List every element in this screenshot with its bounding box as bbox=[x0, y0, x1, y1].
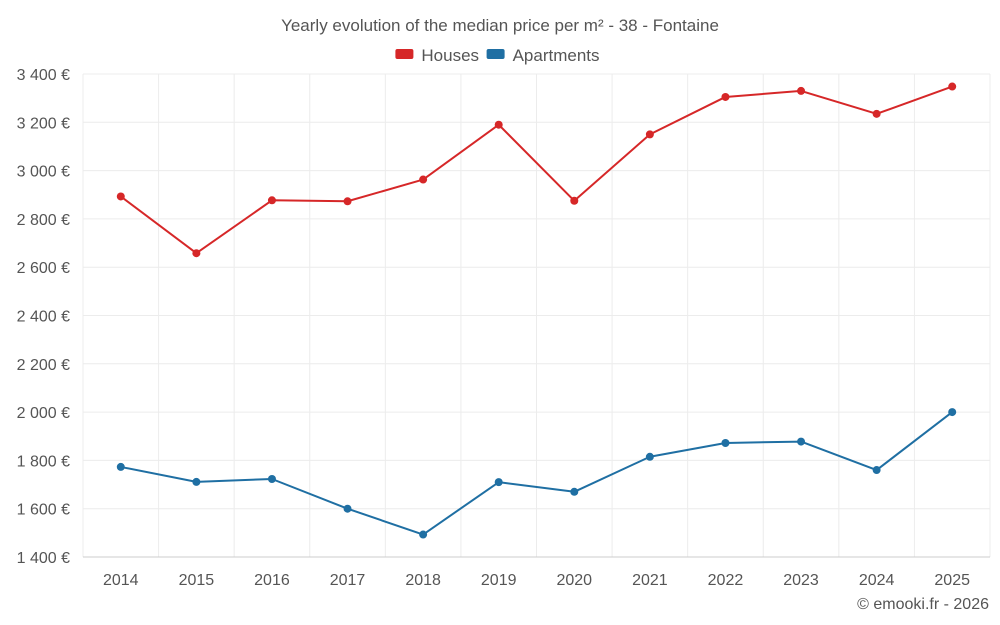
data-point-houses-2022[interactable] bbox=[721, 92, 730, 101]
y-tick-label: 3 200 € bbox=[17, 115, 70, 132]
y-tick-label: 1 400 € bbox=[17, 550, 70, 567]
data-point-apartments-2018[interactable] bbox=[419, 530, 428, 539]
series-apartments bbox=[116, 408, 957, 539]
x-tick-label: 2023 bbox=[783, 572, 819, 589]
y-tick-label: 3 000 € bbox=[17, 164, 70, 181]
legend: Houses Apartments bbox=[395, 46, 600, 65]
data-point-houses-2023[interactable] bbox=[797, 86, 806, 95]
x-tick-label: 2018 bbox=[405, 572, 441, 589]
data-point-apartments-2016[interactable] bbox=[267, 474, 276, 483]
series-line-houses bbox=[120, 85, 953, 255]
data-point-apartments-2020[interactable] bbox=[570, 487, 579, 496]
x-tick-label: 2022 bbox=[708, 572, 744, 589]
y-tick-label: 2 600 € bbox=[17, 260, 70, 277]
legend-label: Apartments bbox=[513, 46, 600, 65]
data-point-apartments-2014[interactable] bbox=[116, 462, 125, 471]
data-point-houses-2025[interactable] bbox=[948, 82, 957, 91]
x-tick-label: 2017 bbox=[330, 572, 366, 589]
data-point-apartments-2015[interactable] bbox=[192, 477, 201, 486]
data-point-apartments-2019[interactable] bbox=[494, 478, 503, 487]
y-tick-label: 3 400 € bbox=[17, 67, 70, 84]
y-tick-label: 2 000 € bbox=[17, 405, 70, 422]
data-point-apartments-2025[interactable] bbox=[948, 408, 957, 417]
data-point-houses-2020[interactable] bbox=[570, 196, 579, 205]
credit-text: © emooki.fr - 2026 bbox=[857, 596, 989, 613]
y-tick-label: 2 800 € bbox=[17, 212, 70, 229]
series-line-apartments bbox=[120, 411, 953, 536]
data-point-houses-2017[interactable] bbox=[343, 197, 352, 206]
legend-swatch bbox=[395, 49, 414, 59]
data-point-houses-2015[interactable] bbox=[192, 249, 201, 258]
data-point-houses-2014[interactable] bbox=[116, 192, 125, 201]
legend-item-houses[interactable]: Houses bbox=[395, 46, 479, 65]
y-tick-label: 2 400 € bbox=[17, 309, 70, 326]
x-tick-label: 2016 bbox=[254, 572, 290, 589]
data-point-houses-2016[interactable] bbox=[267, 196, 276, 205]
y-tick-label: 1 800 € bbox=[17, 453, 70, 470]
x-tick-label: 2015 bbox=[179, 572, 215, 589]
data-point-houses-2021[interactable] bbox=[645, 130, 654, 139]
chart-title: Yearly evolution of the median price per… bbox=[281, 16, 719, 35]
x-tick-label: 2019 bbox=[481, 572, 517, 589]
data-point-apartments-2024[interactable] bbox=[872, 466, 881, 475]
x-tick-label: 2020 bbox=[556, 572, 592, 589]
data-point-houses-2018[interactable] bbox=[419, 175, 428, 184]
data-point-apartments-2022[interactable] bbox=[721, 439, 730, 448]
legend-label: Houses bbox=[421, 46, 479, 65]
x-gridlines bbox=[82, 74, 991, 557]
x-tick-labels: 2014 2015 2016 2017 2018 2019 2020 2021 2022 2023… bbox=[103, 572, 970, 589]
series-houses bbox=[116, 82, 957, 258]
y-tick-label: 1 600 € bbox=[17, 502, 70, 519]
x-tick-label: 2014 bbox=[103, 572, 139, 589]
y-tick-labels: 1 400 € 1 600 € 1 800 € 2 000 € 2 200 € 2 400… bbox=[17, 67, 70, 567]
x-tick-label: 2025 bbox=[934, 572, 970, 589]
data-point-apartments-2021[interactable] bbox=[645, 452, 654, 461]
data-point-apartments-2017[interactable] bbox=[343, 504, 352, 513]
series-layer bbox=[116, 82, 957, 539]
data-point-houses-2024[interactable] bbox=[872, 109, 881, 118]
x-tick-label: 2021 bbox=[632, 572, 668, 589]
data-point-apartments-2023[interactable] bbox=[797, 437, 806, 446]
data-point-houses-2019[interactable] bbox=[494, 120, 503, 129]
y-tick-label: 2 200 € bbox=[17, 357, 70, 374]
legend-item-apartments[interactable]: Apartments bbox=[486, 46, 600, 65]
legend-swatch bbox=[486, 49, 505, 59]
x-tick-label: 2024 bbox=[859, 572, 895, 589]
